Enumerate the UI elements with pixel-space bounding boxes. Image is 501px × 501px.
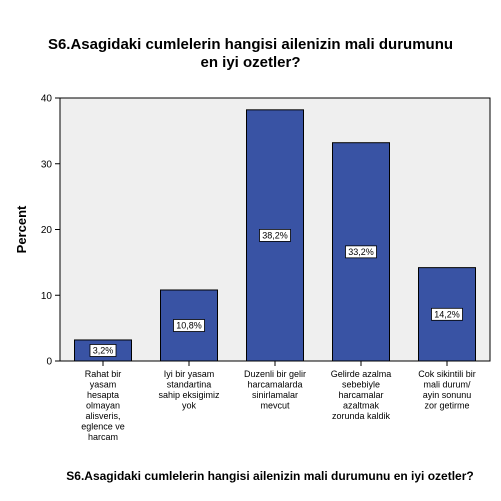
y-tick-label: 40 (41, 94, 53, 105)
category-label: sinirlamalar (252, 390, 298, 400)
category-label: Gelirde azalma (331, 369, 392, 379)
y-tick-label: 0 (46, 357, 52, 368)
y-tick-label: 20 (41, 225, 53, 236)
category-label: azaltmak (343, 401, 380, 411)
x-axis-category-labels: Rahat biryasamhesaptaolmayanalisveris,eg… (81, 361, 476, 442)
category-label: sahip eksigimiz (158, 390, 220, 400)
category-label: ayin sonunu (423, 390, 472, 400)
bars: 3,2% 10,8% 38,2% 33,2% 14,2% (74, 109, 476, 362)
data-label-box (89, 344, 117, 357)
category-label: mevcut (260, 401, 290, 411)
y-tick-label: 10 (41, 291, 53, 302)
category-label: harcam (88, 432, 118, 442)
category-label: yasam (90, 380, 117, 390)
data-label: 14,2% (434, 309, 460, 319)
category-label: hesapta (87, 390, 119, 400)
category-label: Iyi bir yasam (164, 369, 215, 379)
data-label: 38,2% (262, 230, 288, 240)
chart-title: S6.Asagidaki cumlelerin hangisi ailenizi… (47, 36, 454, 71)
category-label: sebebiyle (342, 380, 380, 390)
data-label: 33,2% (348, 247, 374, 257)
category-label: alisveris, (85, 411, 120, 421)
data-label-box (173, 319, 205, 332)
data-label: 10,8% (176, 320, 202, 330)
category-label: harcamalarda (247, 380, 302, 390)
category-label: olmayan (86, 401, 120, 411)
category-label: Cok sikintili bir (418, 369, 476, 379)
category-label: mali durum/ (423, 380, 471, 390)
category-label: Rahat bir (85, 369, 122, 379)
data-label-box (345, 245, 377, 259)
category-label: standartina (167, 380, 212, 390)
data-label: 3,2% (93, 345, 114, 355)
category-label: zorunda kaldik (332, 411, 391, 421)
y-axis: 0 10 20 30 40 (41, 94, 60, 368)
y-axis-title: Percent (14, 205, 29, 253)
x-axis-title: S6.Asagidaki cumlelerin hangisi ailenizi… (66, 469, 473, 483)
category-label: Duzenli bir gelir (244, 369, 306, 379)
category-label: eglence ve (81, 422, 125, 432)
data-label-box (431, 307, 463, 321)
category-label: yok (182, 401, 197, 411)
category-label: harcamalar (338, 390, 383, 400)
data-label-box (259, 229, 291, 242)
y-tick-label: 30 (41, 159, 53, 170)
category-label: zor getirme (424, 401, 469, 411)
